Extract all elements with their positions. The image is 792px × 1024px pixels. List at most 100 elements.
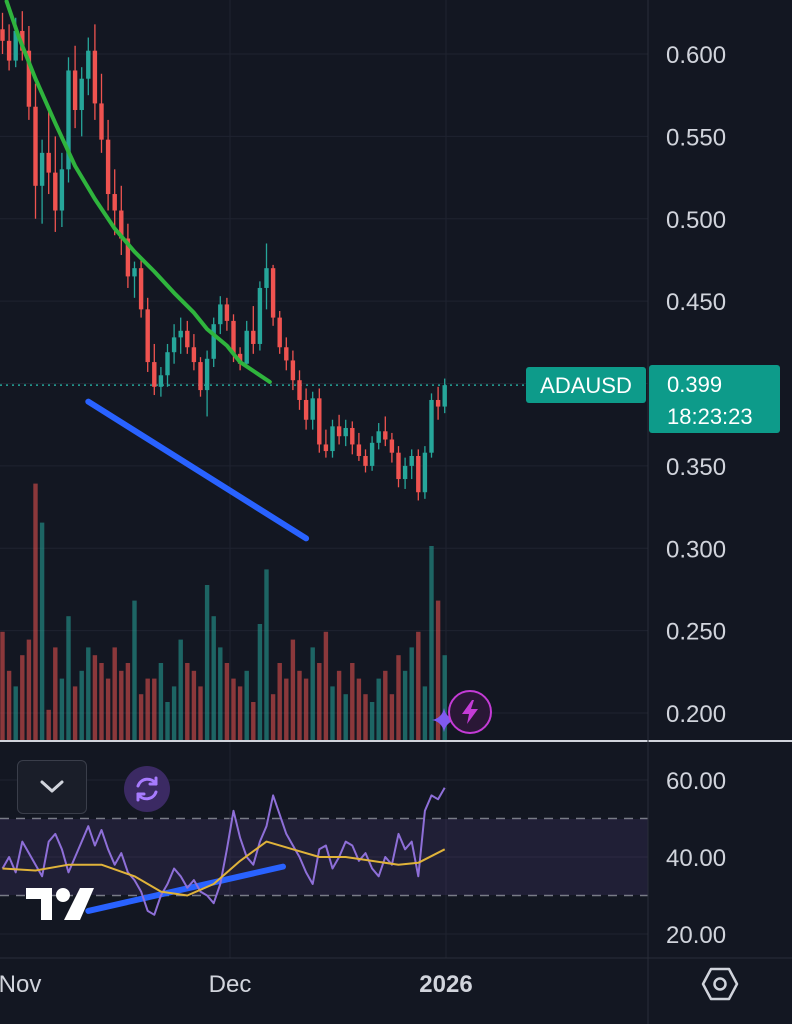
tradingview-logo[interactable] — [24, 884, 96, 924]
candle[interactable] — [125, 223, 131, 288]
candle[interactable] — [290, 350, 296, 391]
candle[interactable] — [402, 457, 408, 489]
candle[interactable] — [369, 436, 375, 471]
candle[interactable] — [356, 432, 362, 461]
volume-bar — [26, 639, 32, 741]
candle[interactable] — [145, 297, 150, 372]
candle[interactable] — [224, 297, 230, 331]
candle-body — [198, 362, 203, 391]
candle[interactable] — [0, 12, 5, 54]
volume-bar — [99, 663, 104, 741]
sparkle-icon[interactable] — [431, 707, 457, 733]
candle[interactable] — [330, 419, 335, 458]
candle-body — [6, 40, 12, 61]
volume-bar — [191, 670, 197, 741]
candle[interactable] — [204, 350, 210, 417]
candle[interactable] — [323, 429, 329, 458]
candle[interactable] — [26, 25, 32, 120]
sync-button[interactable] — [124, 766, 170, 812]
candle[interactable] — [191, 334, 197, 371]
volume-bar — [336, 670, 342, 741]
settings-button[interactable] — [698, 962, 742, 1006]
candle[interactable] — [66, 57, 71, 183]
candle-body — [251, 330, 256, 344]
candle[interactable] — [158, 367, 164, 397]
candle[interactable] — [211, 317, 216, 368]
volume-bar — [264, 569, 269, 741]
candle-body — [99, 103, 104, 140]
candle-body — [409, 455, 414, 466]
candle[interactable] — [138, 258, 144, 318]
candle[interactable] — [152, 343, 157, 396]
candles[interactable] — [0, 11, 447, 501]
candle[interactable] — [363, 449, 368, 473]
candle[interactable] — [185, 320, 190, 354]
current-price-tag — [649, 365, 780, 433]
candle[interactable] — [336, 414, 342, 445]
volume-bar — [66, 616, 71, 741]
candle[interactable] — [92, 24, 98, 120]
candle[interactable] — [119, 185, 124, 255]
candle[interactable] — [343, 419, 348, 447]
candle-body — [264, 268, 269, 288]
volume-bar — [72, 686, 78, 741]
volume-bar — [33, 483, 38, 741]
candle[interactable] — [422, 446, 428, 499]
candle[interactable] — [270, 264, 276, 326]
candle[interactable] — [171, 324, 177, 364]
volume-bar — [39, 522, 45, 741]
candle[interactable] — [112, 169, 117, 236]
candle[interactable] — [303, 388, 309, 430]
trendlines[interactable] — [85, 398, 310, 914]
candle[interactable] — [409, 449, 414, 480]
volume-bar — [198, 686, 203, 741]
candle[interactable] — [435, 386, 441, 420]
candle-body — [79, 78, 84, 111]
candle[interactable] — [264, 243, 269, 310]
volume-bar — [310, 647, 315, 741]
candle[interactable] — [33, 83, 38, 219]
candle[interactable] — [79, 67, 84, 137]
lightning-bolt-button[interactable] — [448, 690, 492, 734]
candle[interactable] — [178, 317, 183, 354]
price-tick-label: 0.250 — [666, 619, 726, 646]
candle[interactable] — [237, 347, 243, 371]
candle[interactable] — [218, 296, 223, 335]
candle[interactable] — [284, 337, 289, 371]
candle[interactable] — [244, 320, 249, 368]
candle[interactable] — [46, 110, 51, 195]
candle[interactable] — [257, 281, 263, 351]
volume-bar — [224, 663, 230, 741]
candle[interactable] — [429, 393, 434, 458]
candle[interactable] — [383, 416, 388, 447]
candle[interactable] — [389, 432, 395, 463]
candle[interactable] — [39, 139, 45, 224]
candle[interactable] — [132, 261, 137, 298]
rsi-trendline[interactable] — [85, 863, 286, 914]
candle[interactable] — [59, 152, 65, 227]
candle[interactable] — [198, 357, 203, 397]
candle[interactable] — [350, 421, 355, 455]
candle[interactable] — [105, 119, 111, 211]
candle[interactable] — [72, 45, 78, 129]
candle[interactable] — [442, 378, 447, 414]
candle[interactable] — [277, 311, 282, 354]
rsi-tick-label: 60.00 — [666, 768, 726, 795]
candle[interactable] — [251, 306, 256, 354]
candle[interactable] — [53, 136, 58, 232]
candle[interactable] — [297, 370, 302, 410]
candle[interactable] — [86, 37, 91, 96]
candle[interactable] — [165, 343, 170, 387]
candle[interactable] — [317, 388, 322, 453]
candle[interactable] — [99, 73, 104, 153]
volume-bar — [13, 686, 18, 741]
candle[interactable] — [416, 449, 421, 501]
candle[interactable] — [396, 446, 401, 488]
candle[interactable] — [376, 423, 381, 450]
moving-average-line — [4, 0, 272, 384]
candle[interactable] — [310, 391, 315, 430]
price-trendline[interactable] — [85, 398, 310, 542]
collapse-pane-button[interactable] — [17, 760, 87, 814]
candle[interactable] — [6, 24, 12, 71]
